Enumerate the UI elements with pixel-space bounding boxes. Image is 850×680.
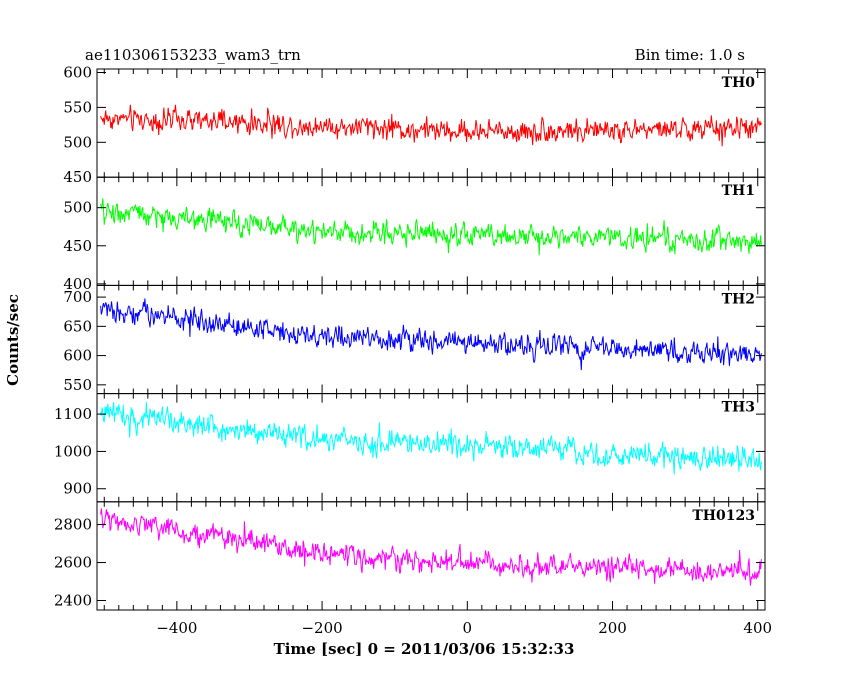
y-tick-label: 2800: [54, 516, 92, 534]
x-tick-label: 0: [463, 619, 473, 637]
series-th1-line: [100, 198, 762, 256]
y-tick-label: 700: [63, 288, 92, 306]
y-tick-label: 550: [63, 98, 92, 116]
x-tick-label: −400: [156, 619, 197, 637]
panel-th2: 550 600 650 700 TH2: [63, 284, 766, 395]
y-tick-label: 450: [63, 168, 92, 186]
y-tick-label: 400: [63, 275, 92, 293]
panel-label-th0123: TH0123: [692, 508, 755, 524]
series-th2-line: [100, 298, 762, 371]
y-tick-label: 2600: [54, 554, 92, 572]
y-tick-label: 1000: [54, 442, 92, 460]
series-th0-line: [100, 104, 762, 147]
y-tick-label: 2400: [54, 592, 92, 610]
panel-label-th2: TH2: [722, 291, 755, 307]
series-th3-line: [100, 401, 762, 475]
panel-frame: [96, 501, 766, 611]
y-tick-label: 550: [63, 376, 92, 394]
panel-label-th3: TH3: [722, 400, 755, 416]
y-tick-label: 900: [63, 480, 92, 498]
bin-time-label: Bin time: 1.0 s: [635, 46, 745, 64]
y-tick-label: 500: [63, 199, 92, 217]
y-tick-label: 600: [63, 347, 92, 365]
panels-group: 450 500 550 600 TH0 400 450 500 TH1 550 600 650 700 T…: [54, 63, 766, 611]
x-axis: −400 −200 0 200 400: [156, 619, 772, 637]
x-tick-label: −200: [301, 619, 342, 637]
y-tick-label: 600: [63, 63, 92, 81]
y-tick-label: 500: [63, 133, 92, 151]
series-th0123-line: [100, 508, 762, 586]
observation-id-label: ae110306153233_wam3_trn: [85, 46, 301, 64]
panel-th0: 450 500 550 600 TH0: [63, 63, 766, 186]
panel-th0123: 2400 2600 2800 TH0123: [54, 501, 766, 611]
y-tick-label: 450: [63, 237, 92, 255]
panel-label-th0: TH0: [722, 75, 756, 91]
x-tick-label: 200: [598, 619, 627, 637]
panel-label-th1: TH1: [722, 183, 755, 199]
panel-th3: 900 1000 1100 TH3: [54, 393, 766, 503]
y-tick-label: 650: [63, 317, 92, 335]
panel-th1: 400 450 500 TH1: [63, 176, 766, 293]
x-tick-label: 400: [743, 619, 772, 637]
y-axis-title: Counts/sec: [4, 294, 22, 386]
y-tick-label: 1100: [54, 405, 92, 423]
x-axis-title: Time [sec] 0 = 2011/03/06 15:32:33: [274, 640, 575, 658]
